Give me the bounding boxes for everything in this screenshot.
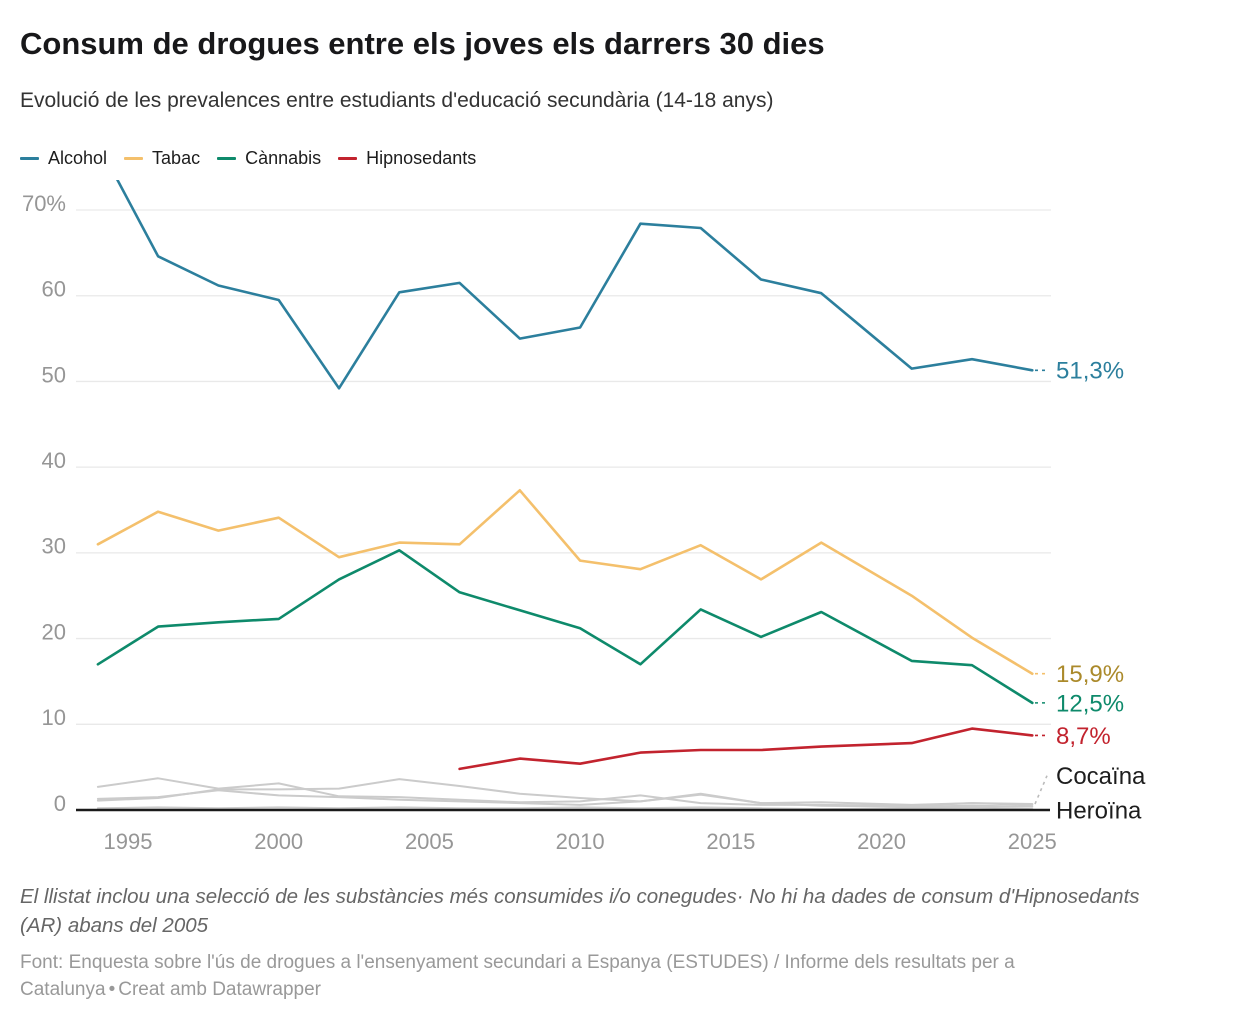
y-tick-label: 20 — [42, 619, 66, 644]
y-tick-label: 50 — [42, 362, 66, 387]
legend-swatch-icon — [338, 156, 358, 160]
chart-footnote: El llistat inclou una selecció de les su… — [20, 884, 1140, 937]
series-line-cocaïna — [96, 777, 1034, 806]
legend: Alcohol Tabac Cànnabis Hipnosedants — [20, 148, 1220, 169]
x-tick-label: 2010 — [556, 829, 605, 854]
legend-item-tabac: Tabac — [124, 148, 200, 169]
legend-swatch-icon — [217, 156, 237, 160]
end-label-alcohol: 51,3% — [1056, 358, 1124, 385]
y-tick-label: 60 — [42, 276, 66, 301]
x-tick-label: 2025 — [1008, 829, 1057, 854]
legend-label: Hipnosedants — [366, 147, 477, 168]
y-tick-label: 30 — [42, 534, 66, 559]
series-line-tabac — [96, 488, 1034, 675]
source-separator: • — [108, 979, 116, 1001]
series-line-cànnabis — [96, 548, 1034, 705]
y-tick-label: 10 — [42, 705, 66, 730]
y-tick-label: 0 — [54, 791, 66, 816]
series-line-gris-1 — [96, 789, 1034, 808]
legend-label: Cànnabis — [245, 147, 322, 168]
datawrapper-link[interactable]: Creat amb Datawrapper — [118, 979, 321, 1001]
chart-source: Font: Enquesta sobre l'ús de drogues a l… — [20, 950, 1100, 1004]
x-tick-label: 2005 — [405, 829, 454, 854]
chart-subtitle: Evolució de les prevalences entre estudi… — [20, 88, 774, 112]
legend-item-hipnosedants: Hipnosedants — [338, 148, 476, 169]
series-lines — [96, 179, 1034, 810]
x-tick-label: 2000 — [254, 829, 303, 854]
source-text: Font: Enquesta sobre l'ús de drogues a l… — [20, 952, 1015, 1001]
end-label-hipnosedants: 8,7% — [1056, 723, 1111, 750]
legend-item-cànnabis: Cànnabis — [217, 148, 321, 169]
x-tick-label: 2015 — [706, 829, 755, 854]
end-label-cànnabis: 12,5% — [1056, 690, 1124, 717]
end-label-heroïna: Heroïna — [1056, 797, 1142, 824]
end-label-connector — [1034, 775, 1048, 805]
y-tick-label: 70% — [22, 191, 66, 216]
legend-swatch-icon — [20, 156, 39, 160]
legend-item-alcohol: Alcohol — [20, 148, 107, 169]
end-label-cocaïna: Cocaïna — [1056, 763, 1146, 790]
end-label-tabac: 15,9% — [1056, 661, 1124, 688]
y-tick-label: 40 — [42, 448, 66, 473]
series-line-alcohol — [116, 179, 1034, 390]
line-chart: 70% 60 50 40 30 20 10 0 1995 2000 2005 2010 2015 2020… — [0, 177, 1220, 857]
series-line-hipnosedants — [458, 727, 1034, 771]
legend-label: Alcohol — [48, 147, 108, 168]
chart-card: Consum de drogues entre els joves els da… — [0, 26, 1220, 1004]
series-line-heroïna — [96, 806, 1034, 810]
x-tick-label: 1995 — [104, 829, 153, 854]
legend-swatch-icon — [124, 156, 144, 160]
page-title: Consum de drogues entre els joves els da… — [20, 26, 825, 61]
x-tick-label: 2020 — [857, 829, 906, 854]
legend-label: Tabac — [152, 147, 201, 168]
